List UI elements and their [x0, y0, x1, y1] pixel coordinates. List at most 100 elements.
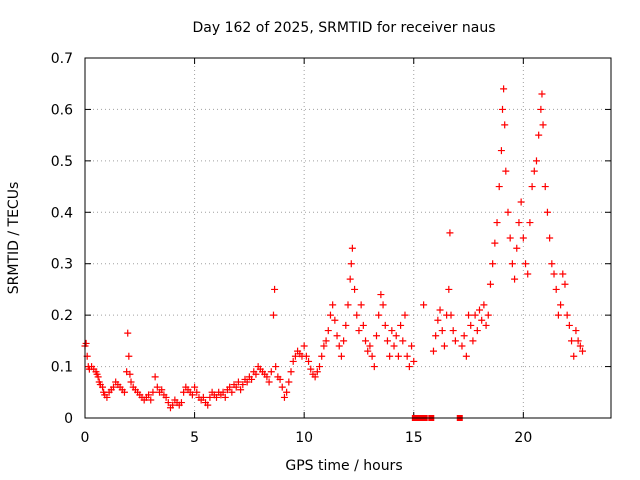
data-point: [480, 301, 488, 309]
data-point: [346, 275, 354, 283]
data-point: [333, 332, 341, 340]
data-point: [565, 321, 573, 329]
data-point: [272, 363, 280, 371]
data-point: [248, 375, 256, 383]
data-point: [226, 383, 234, 391]
data-point: [278, 383, 286, 391]
data-point: [489, 260, 497, 268]
data-point: [322, 337, 330, 345]
data-point: [359, 321, 367, 329]
data-point: [151, 373, 159, 381]
data-point: [429, 347, 437, 355]
data-point: [99, 383, 107, 391]
data-point: [502, 167, 510, 175]
data-point: [552, 285, 560, 293]
data-point: [446, 229, 454, 237]
x-tick-label: 20: [514, 430, 532, 446]
data-point: [405, 363, 413, 371]
data-point: [388, 327, 396, 335]
data-point: [351, 285, 359, 293]
data-point: [188, 391, 196, 399]
data-point: [491, 239, 499, 247]
data-point: [410, 357, 418, 365]
data-point: [287, 368, 295, 376]
data-point: [145, 391, 153, 399]
data-point: [576, 342, 584, 350]
y-tick-label: 0.5: [51, 154, 73, 170]
data-point: [271, 285, 279, 293]
data-point: [300, 342, 308, 350]
data-point: [499, 105, 507, 113]
data-point: [269, 311, 277, 319]
y-tick-label: 0.6: [51, 102, 73, 118]
data-point: [94, 373, 102, 381]
data-point: [515, 219, 523, 227]
data-point: [561, 280, 569, 288]
data-point: [497, 147, 505, 155]
data-point: [125, 352, 133, 360]
data-point: [219, 388, 227, 396]
data-point: [331, 316, 339, 324]
data-point: [500, 85, 508, 93]
data-point: [335, 342, 343, 350]
data-point: [177, 399, 185, 407]
data-point: [149, 388, 157, 396]
data-point: [267, 368, 275, 376]
x-tick-label: 5: [190, 430, 199, 446]
x-tick-label: 15: [405, 430, 423, 446]
data-point: [434, 316, 442, 324]
data-point: [340, 337, 348, 345]
data-point: [538, 90, 546, 98]
data-point: [473, 327, 481, 335]
data-point: [493, 219, 501, 227]
data-point: [347, 260, 355, 268]
data-point: [532, 157, 540, 165]
data-point: [320, 342, 328, 350]
data-point: [372, 332, 380, 340]
data-point: [554, 311, 562, 319]
data-point: [164, 399, 172, 407]
x-axis-label: GPS time / hours: [285, 458, 402, 474]
data-point: [169, 401, 177, 409]
x-tick-label: 10: [295, 430, 313, 446]
data-point: [204, 401, 212, 409]
data-point: [399, 337, 407, 345]
data-point: [291, 352, 299, 360]
data-point: [408, 342, 416, 350]
data-point: [504, 208, 512, 216]
data-point: [539, 121, 547, 129]
data-point: [511, 275, 519, 283]
data-point: [109, 383, 117, 391]
data-point: [126, 370, 134, 378]
y-tick-label: 0.7: [51, 51, 73, 67]
data-point: [519, 234, 527, 242]
data-point: [506, 234, 514, 242]
data-point: [193, 388, 201, 396]
data-point: [438, 327, 446, 335]
data-point: [471, 311, 479, 319]
data-point: [180, 388, 188, 396]
data-point: [445, 285, 453, 293]
y-tick-label: 0.1: [51, 360, 73, 376]
data-point: [381, 321, 389, 329]
data-point: [153, 383, 161, 391]
data-point: [482, 321, 490, 329]
data-point: [476, 306, 483, 314]
data-point: [436, 306, 444, 314]
data-point: [311, 373, 319, 381]
data-point: [530, 167, 538, 175]
data-point: [221, 393, 229, 401]
data-point: [324, 327, 332, 335]
data-point: [234, 378, 242, 386]
data-point: [302, 352, 310, 360]
chart-title: Day 162 of 2025, SRMTID for receiver nau…: [192, 20, 495, 36]
data-point: [508, 260, 516, 268]
data-point: [550, 270, 558, 278]
y-axis-label: SRMTID / TECUs: [6, 182, 22, 295]
data-point: [276, 375, 284, 383]
data-point: [232, 383, 240, 391]
data-point: [329, 301, 337, 309]
y-tick-label: 0.4: [51, 205, 73, 221]
